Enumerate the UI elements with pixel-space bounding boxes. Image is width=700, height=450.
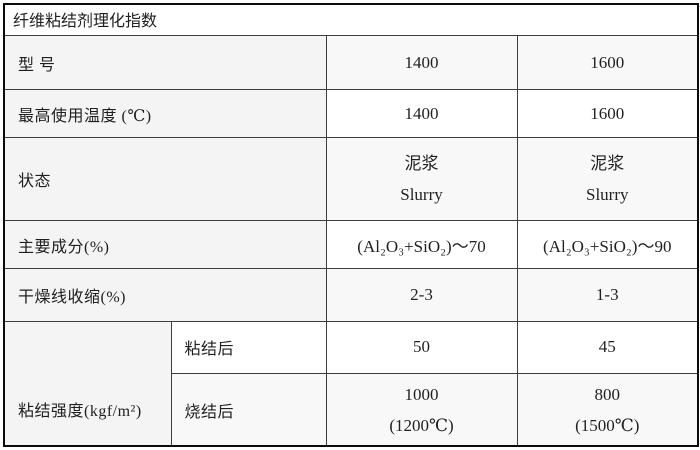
table-row-max-temperature: 最高使用温度 (℃) 1400 1600 — [3, 89, 699, 138]
value-cell-shrinkage-1400: 2-3 — [325, 268, 518, 322]
value-line: 1000 — [404, 384, 439, 404]
row-label-max-temperature: 最高使用温度 (℃) — [3, 89, 327, 138]
table-row-drying-shrinkage: 干燥线收缩(%) 2-3 1-3 — [3, 268, 699, 322]
table-row-main-composition: 主要成分(%) (Al₂O₃+SiO₂)～70 (Al₂O₃+SiO₂)～90 — [3, 220, 699, 270]
row-label-state: 状态 — [3, 136, 327, 222]
value-cell-after-bonding-1400: 50 — [325, 320, 518, 375]
table-row-model: 型 号 1400 1600 — [3, 35, 699, 91]
row-label-drying-shrinkage: 干燥线收缩(%) — [3, 268, 327, 322]
sub-row-label-after-bonding: 粘结后 — [170, 320, 327, 375]
table-row-state: 状态 泥浆 Slurry 泥浆 Slurry — [3, 136, 699, 222]
value-line: 泥浆 — [404, 153, 439, 173]
value-line: Slurry — [400, 184, 443, 204]
value-line: Slurry — [586, 184, 629, 204]
sub-row-label-after-sintering: 烧结后 — [170, 373, 327, 447]
value-cell-state-1600: 泥浆 Slurry — [516, 136, 699, 222]
value-cell-composition-1600: (Al₂O₃+SiO₂)～90 — [516, 220, 699, 270]
value-cell-model-1600: 1600 — [516, 35, 699, 91]
title-row: 纤维粘结剂理化指数 — [3, 3, 699, 37]
value-cell-max-temperature-1600: 1600 — [516, 89, 699, 138]
value-cell-max-temperature-1400: 1400 — [325, 89, 518, 138]
table-row-after-bonding: 粘结强度(kgf/m²) 粘结后 50 45 — [3, 320, 699, 447]
value-line: 800 — [594, 384, 621, 404]
value-cell-after-bonding-1600: 45 — [516, 320, 699, 375]
physical-chemical-index-table: 纤维粘结剂理化指数 型 号 1400 1600 最高使用温度 (℃) 1400 … — [3, 3, 700, 447]
value-cell-shrinkage-1600: 1-3 — [516, 268, 699, 322]
value-line: (1500℃) — [575, 415, 640, 435]
value-cell-state-1400: 泥浆 Slurry — [325, 136, 518, 222]
value-line: (1200℃) — [389, 415, 454, 435]
row-label-bond-strength: 粘结强度(kgf/m²) — [3, 320, 172, 447]
value-cell-model-1400: 1400 — [325, 35, 518, 91]
table-title: 纤维粘结剂理化指数 — [3, 3, 699, 37]
value-cell-after-sintering-1600: 800 (1500℃) — [516, 373, 699, 447]
row-label-model: 型 号 — [3, 35, 327, 91]
value-cell-after-sintering-1400: 1000 (1200℃) — [325, 373, 518, 447]
value-cell-composition-1400: (Al₂O₃+SiO₂)～70 — [325, 220, 518, 270]
value-line: 泥浆 — [590, 153, 625, 173]
row-label-main-composition: 主要成分(%) — [3, 220, 327, 270]
table-row-after-sintering: 烧结后 1000 (1200℃) 800 (1500℃) — [4, 373, 699, 447]
